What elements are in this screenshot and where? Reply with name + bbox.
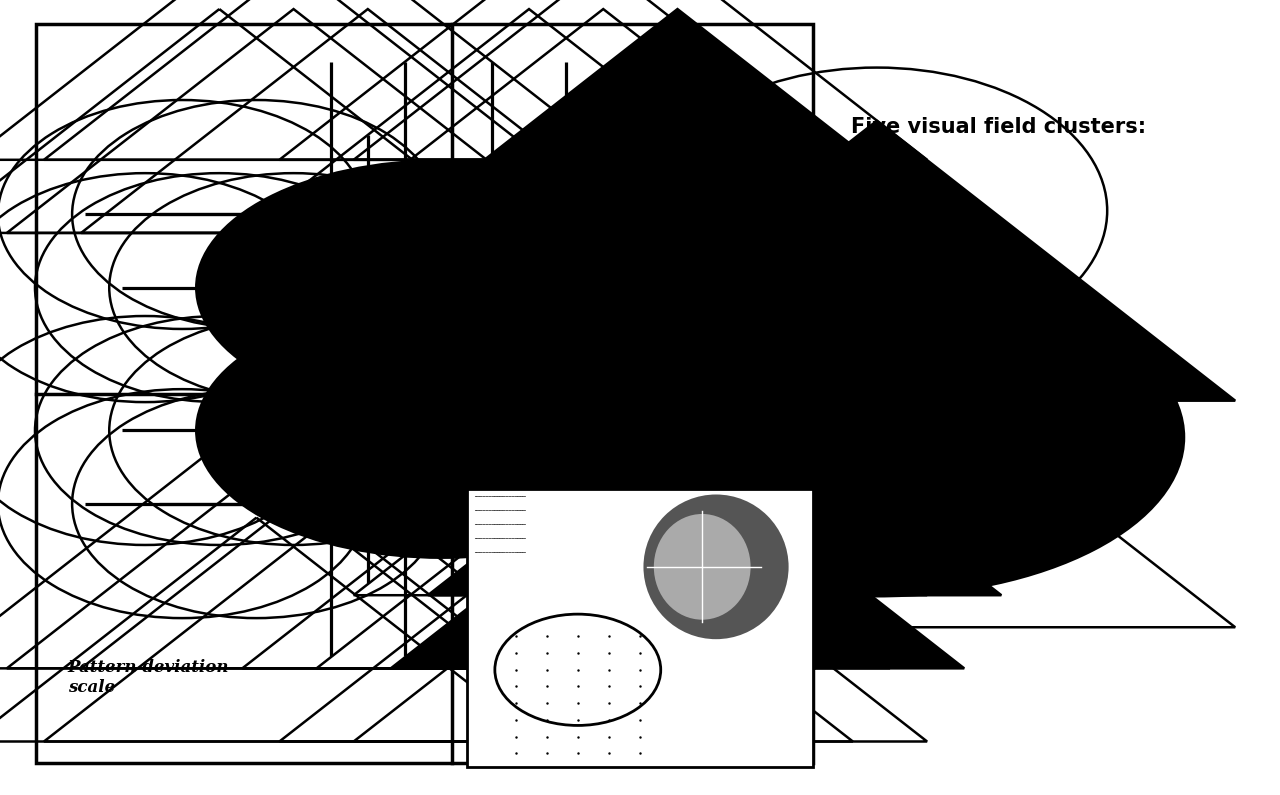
Text: ──────────────────: ────────────────── — [474, 521, 526, 526]
Bar — [467, 489, 813, 767]
Polygon shape — [428, 82, 1001, 306]
Polygon shape — [518, 121, 1235, 401]
Text: temporal: temporal — [928, 277, 1016, 296]
Text: peripheral: peripheral — [928, 503, 1028, 522]
Ellipse shape — [357, 161, 849, 415]
Ellipse shape — [654, 514, 750, 620]
Ellipse shape — [196, 304, 687, 558]
Text: ──────────────────: ────────────────── — [474, 507, 526, 512]
Text: paracentral: paracentral — [928, 352, 1041, 371]
Polygon shape — [390, 9, 964, 233]
Polygon shape — [390, 155, 964, 379]
Text: ──────────────────: ────────────────── — [474, 535, 526, 540]
Ellipse shape — [283, 304, 774, 558]
Ellipse shape — [357, 304, 849, 558]
Ellipse shape — [196, 161, 687, 415]
Text: ──────────────────: ────────────────── — [474, 493, 526, 498]
Text: central: central — [928, 428, 996, 447]
Ellipse shape — [570, 278, 1184, 596]
Text: ──────────────────: ────────────────── — [474, 549, 526, 554]
Ellipse shape — [644, 494, 788, 639]
Polygon shape — [428, 371, 1001, 595]
Polygon shape — [390, 444, 964, 669]
Ellipse shape — [283, 161, 774, 415]
Text: Pattern deviation
scale: Pattern deviation scale — [68, 659, 229, 696]
Text: nasal: nasal — [928, 201, 979, 220]
Polygon shape — [390, 298, 964, 522]
Text: Five visual field clusters:: Five visual field clusters: — [851, 117, 1147, 138]
Bar — [36, 24, 813, 763]
